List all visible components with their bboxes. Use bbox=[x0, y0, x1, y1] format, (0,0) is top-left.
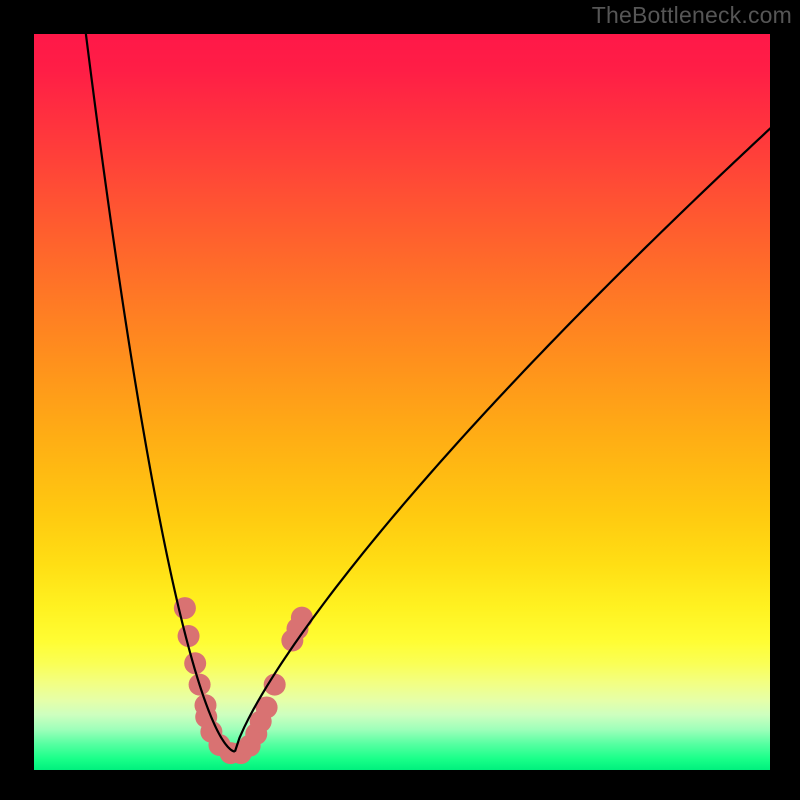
watermark-text: TheBottleneck.com bbox=[592, 2, 792, 29]
dot-cluster bbox=[174, 597, 313, 764]
curve-right-branch bbox=[235, 115, 770, 752]
plot-area bbox=[34, 34, 770, 770]
chart-svg bbox=[34, 34, 770, 770]
curve-left-branch bbox=[84, 34, 235, 752]
cluster-dot bbox=[291, 607, 313, 629]
